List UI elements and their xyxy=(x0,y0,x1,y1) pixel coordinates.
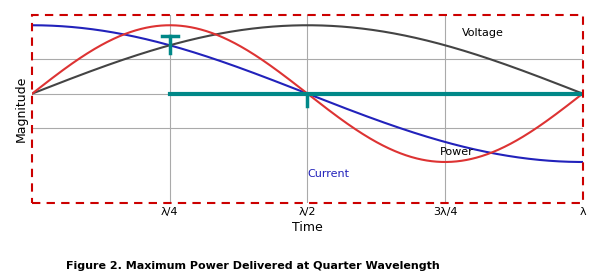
X-axis label: Time: Time xyxy=(292,221,323,234)
Text: Figure 2. Maximum Power Delivered at Quarter Wavelength: Figure 2. Maximum Power Delivered at Qua… xyxy=(66,261,439,271)
Text: Current: Current xyxy=(308,169,349,179)
Text: Power: Power xyxy=(439,147,474,157)
Text: Voltage: Voltage xyxy=(462,28,504,38)
Y-axis label: Magnitude: Magnitude xyxy=(15,76,28,142)
Bar xyxy=(32,15,583,203)
